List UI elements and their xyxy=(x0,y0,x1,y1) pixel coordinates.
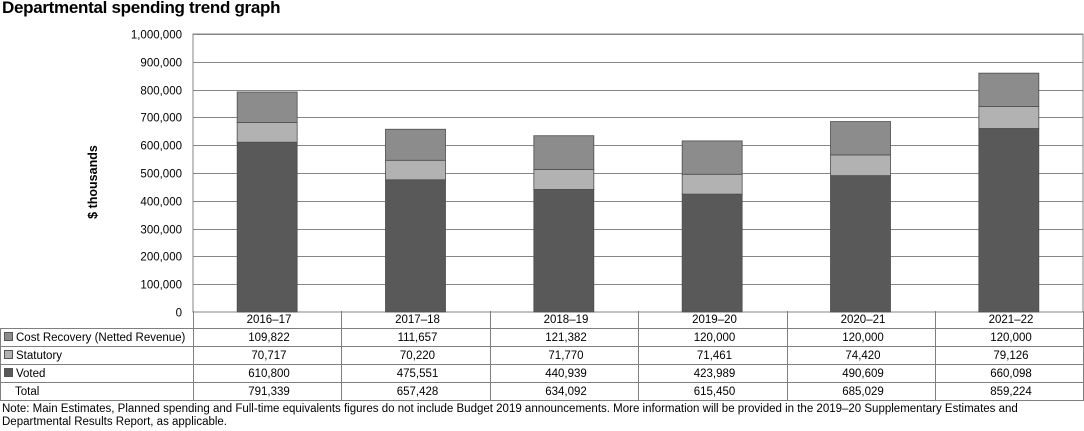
x-tick-label: 2018–19 xyxy=(490,311,639,329)
data-label: 859,224 xyxy=(935,382,1084,401)
data-label: 634,092 xyxy=(490,382,639,401)
table-row: Cost Recovery (Netted Revenue) 109,822 111… xyxy=(0,328,1084,347)
row-label: Total xyxy=(0,382,194,401)
row-label-text: Cost Recovery (Netted Revenue) xyxy=(16,331,186,344)
data-label: 111,657 xyxy=(341,328,491,347)
row-label: Cost Recovery (Netted Revenue) xyxy=(0,328,194,347)
data-label: 685,029 xyxy=(787,382,936,401)
data-label: 70,220 xyxy=(341,346,491,365)
row-label: Statutory xyxy=(0,346,194,365)
data-label: 615,450 xyxy=(638,382,788,401)
data-label: 610,800 xyxy=(193,364,342,383)
data-label: 660,098 xyxy=(935,364,1084,383)
data-label: 120,000 xyxy=(638,328,788,347)
data-label: 490,609 xyxy=(787,364,936,383)
y-tick-label: 800,000 xyxy=(140,86,182,98)
legend-swatch-icon xyxy=(4,349,13,359)
stacked-bar-chart: 0100,000200,000300,000400,000500,000600,… xyxy=(131,30,1084,320)
data-label: 70,717 xyxy=(193,346,342,365)
y-tick-label: 200,000 xyxy=(140,252,182,264)
legend-swatch-icon xyxy=(4,367,13,377)
table-row: Total 791,339 657,428 634,092 615,450 685,029… xyxy=(0,382,1084,401)
bar-voted xyxy=(681,193,743,313)
data-label: 71,770 xyxy=(490,346,639,365)
bar-cost-recovery-netted-revenue xyxy=(533,135,595,170)
row-label: Voted xyxy=(0,364,194,383)
legend-swatch-icon xyxy=(4,331,13,341)
x-tick-label: 2021–22 xyxy=(935,311,1084,329)
data-table: 2016–17 2017–18 2018–19 2019–20 2020–21 2021–… xyxy=(0,311,1084,401)
data-label: 440,939 xyxy=(490,364,639,383)
table-row: Voted 610,800 475,551 440,939 423,989 490,609… xyxy=(0,364,1084,383)
data-label: 74,420 xyxy=(787,346,936,365)
x-tick-label: 2019–20 xyxy=(638,311,788,329)
data-label: 71,461 xyxy=(638,346,788,365)
bar-statutory xyxy=(978,106,1040,129)
bar-statutory xyxy=(385,159,446,181)
bar-cost-recovery-netted-revenue xyxy=(830,121,891,156)
y-tick-label: 600,000 xyxy=(140,141,182,153)
y-tick-label: 100,000 xyxy=(140,280,182,292)
x-tick-label: 2020–21 xyxy=(787,311,936,329)
data-label: 423,989 xyxy=(638,364,788,383)
table-corner xyxy=(0,311,194,329)
data-label: 475,551 xyxy=(341,364,491,383)
bar-voted xyxy=(830,175,891,313)
data-label: 791,339 xyxy=(193,382,342,401)
y-tick-label: 700,000 xyxy=(140,113,182,125)
bar-cost-recovery-netted-revenue xyxy=(385,128,446,161)
data-label: 79,126 xyxy=(935,346,1084,365)
y-tick-label: 1,000,000 xyxy=(131,30,182,42)
bar-statutory xyxy=(830,154,891,177)
table-header-row: 2016–17 2017–18 2018–19 2019–20 2020–21 2021–… xyxy=(0,311,1084,329)
bar-voted xyxy=(533,189,595,313)
row-label-text: Statutory xyxy=(16,349,63,362)
footnote: Note: Main Estimates, Planned spending a… xyxy=(2,403,1018,428)
bar-cost-recovery-netted-revenue xyxy=(236,91,298,123)
row-label-text: Total xyxy=(15,385,40,398)
data-label: 109,822 xyxy=(193,328,342,347)
bar-voted xyxy=(385,179,446,313)
y-tick-label: 900,000 xyxy=(140,58,182,70)
data-label: 657,428 xyxy=(341,382,491,401)
bar-voted xyxy=(236,141,298,313)
data-label: 120,000 xyxy=(935,328,1084,347)
y-tick-label: 300,000 xyxy=(140,225,182,237)
x-tick-label: 2016–17 xyxy=(193,311,342,329)
row-label-text: Voted xyxy=(16,367,46,380)
bar-statutory xyxy=(236,122,298,143)
x-tick-label: 2017–18 xyxy=(341,311,491,329)
bar-voted xyxy=(978,128,1040,313)
data-label: 120,000 xyxy=(787,328,936,347)
bar-cost-recovery-netted-revenue xyxy=(681,140,743,175)
y-tick-label: 500,000 xyxy=(140,169,182,181)
y-tick-label: 400,000 xyxy=(140,197,182,209)
data-label: 121,382 xyxy=(490,328,639,347)
bar-cost-recovery-netted-revenue xyxy=(978,72,1040,107)
bar-statutory xyxy=(533,169,595,190)
chart-title: Departmental spending trend graph xyxy=(2,0,281,17)
bar-statutory xyxy=(681,173,743,195)
table-row: Statutory 70,717 70,220 71,770 71,461 74,420 7… xyxy=(0,346,1084,365)
